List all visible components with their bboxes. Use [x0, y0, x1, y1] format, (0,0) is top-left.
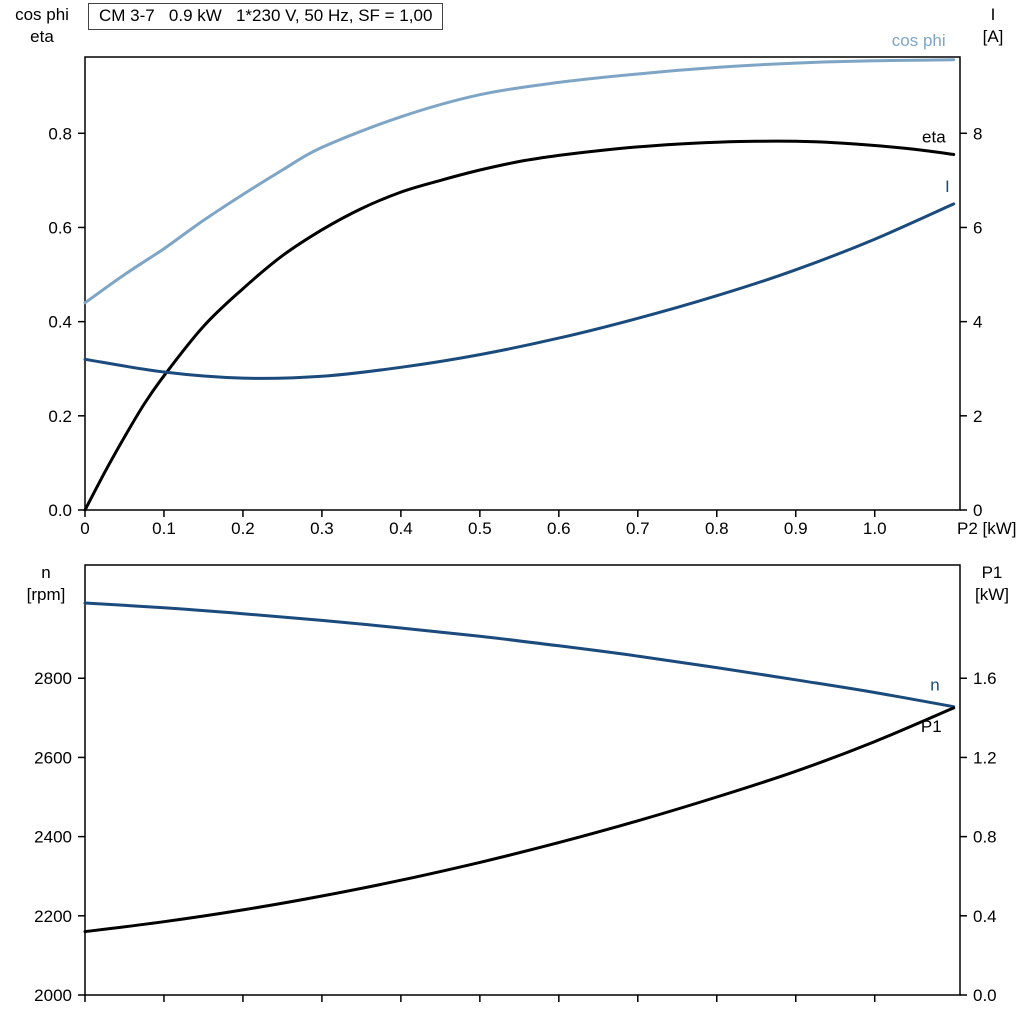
left-tick-label: 2600 — [34, 748, 72, 767]
x-tick-label: 0.5 — [468, 519, 492, 538]
right-tick-label: 8 — [973, 124, 982, 143]
x-tick-label: 0.6 — [547, 519, 571, 538]
curve-n — [83, 601, 956, 709]
curve-p1 — [83, 706, 956, 934]
curve-label-n: n — [930, 676, 939, 695]
x-tick-label: 0.8 — [705, 519, 729, 538]
x-tick-label: 0.9 — [784, 519, 808, 538]
right-tick-label: 0.4 — [973, 907, 997, 926]
axis-border — [84, 56, 961, 511]
right-tick-label: 4 — [973, 313, 982, 332]
right-tick-label: 1.6 — [973, 669, 997, 688]
left-tick-label: 0.0 — [48, 501, 72, 520]
x-tick-label: 0.3 — [310, 519, 334, 538]
chart-title: CM 3-7 0.9 kW 1*230 V, 50 Hz, SF = 1,00 — [88, 3, 444, 30]
left-tick-label: 2200 — [34, 907, 72, 926]
right-tick-label: 0 — [973, 501, 982, 520]
x-tick-label: 0.7 — [626, 519, 650, 538]
curve-label-i: I — [945, 177, 950, 196]
x-tick-label: 1.0 — [863, 519, 887, 538]
curve-eta — [83, 139, 956, 512]
top-right-axis-label: I [A] — [966, 4, 1020, 48]
left-tick-label: 0.6 — [48, 218, 72, 237]
right-tick-label: 6 — [973, 218, 982, 237]
right-axis-unit-kw: [kW] — [975, 585, 1009, 604]
x-tick-label: 0.4 — [389, 519, 413, 538]
x-tick-label: 0.1 — [152, 519, 176, 538]
left-tick-label: 2400 — [34, 828, 72, 847]
x-tick-label: 0 — [80, 519, 89, 538]
right-tick-label: 0.0 — [973, 986, 997, 1005]
right-tick-label: 0.8 — [973, 828, 997, 847]
left-tick-label: 0.8 — [48, 124, 72, 143]
right-tick-label: 2 — [973, 407, 982, 426]
left-tick-label: 2800 — [34, 669, 72, 688]
curve-cos-phi — [83, 58, 956, 305]
left-tick-label: 2000 — [34, 986, 72, 1005]
axis-border — [84, 564, 961, 996]
bottom-right-axis-label: P1 [kW] — [964, 562, 1020, 606]
bottom-left-axis-label: n [rpm] — [12, 562, 80, 606]
right-axis-unit-current: I — [990, 5, 996, 24]
left-axis-unit-cosphi: cos phi — [15, 5, 69, 24]
curve-label-eta: eta — [922, 127, 946, 146]
left-axis-unit-rpm: [rpm] — [26, 585, 66, 604]
curve-label-p1: P1 — [921, 717, 942, 736]
left-tick-label: 0.2 — [48, 407, 72, 426]
left-axis-unit-eta: eta — [30, 27, 54, 46]
right-tick-label: 1.2 — [973, 748, 997, 767]
x-tick-label: 0.2 — [231, 519, 255, 538]
right-axis-unit-p1: P1 — [981, 563, 1003, 582]
x-axis-unit-label: P2 [kW] — [957, 519, 1017, 538]
curve-i — [83, 202, 956, 380]
right-axis-unit-amps: [A] — [982, 27, 1004, 46]
left-axis-unit-n: n — [41, 563, 51, 582]
curve-label-cos-phi: cos phi — [892, 31, 946, 50]
left-tick-label: 0.4 — [48, 313, 72, 332]
top-left-axis-label: cos phi eta — [4, 4, 80, 48]
